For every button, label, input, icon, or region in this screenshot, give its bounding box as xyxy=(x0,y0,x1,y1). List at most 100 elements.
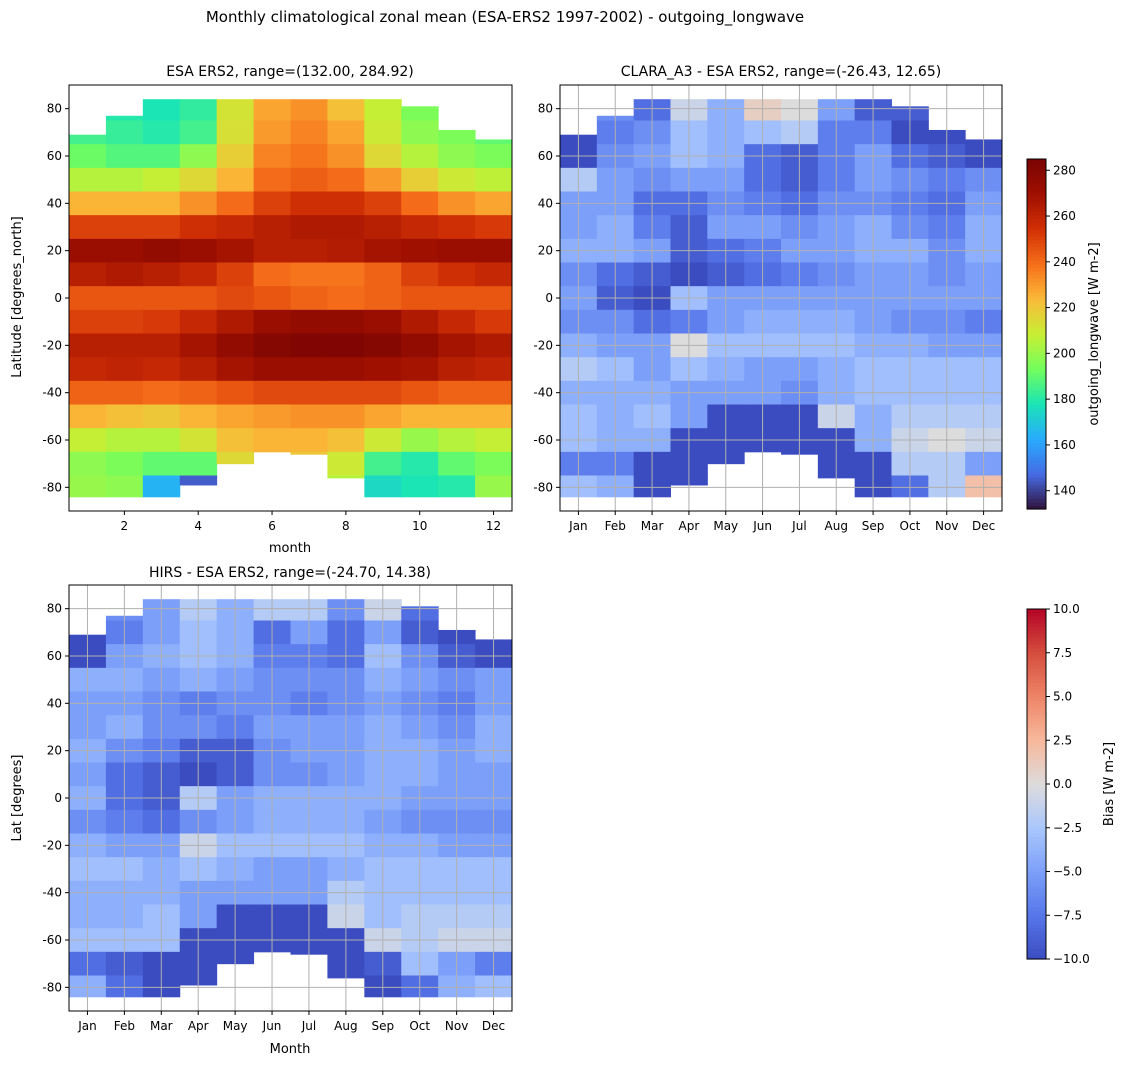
heatmap-cell xyxy=(364,451,402,476)
colorbar-segment xyxy=(1027,731,1046,736)
y-tick-label: 80 xyxy=(47,602,62,616)
heatmap-cell xyxy=(475,238,513,263)
colorbar-segment xyxy=(1027,372,1046,377)
heatmap-cell xyxy=(253,167,291,192)
colorbar-segment xyxy=(1027,502,1046,507)
x-tick-label: Sep xyxy=(862,519,885,533)
heatmap-cell xyxy=(364,167,402,192)
x-tick-label: Dec xyxy=(972,519,995,533)
colorbar-tick-label: −10.0 xyxy=(1053,952,1090,966)
colorbar-segment xyxy=(1027,309,1046,314)
heatmap-cell xyxy=(401,191,439,216)
heatmap-cell xyxy=(438,238,476,263)
colorbar-segment xyxy=(1027,278,1046,283)
heatmap-cell xyxy=(253,191,291,216)
heatmap-cell xyxy=(364,215,402,240)
heatmap-cell xyxy=(438,309,476,334)
colorbar-segment xyxy=(1027,850,1046,855)
x-tick-label: Nov xyxy=(445,1019,468,1033)
colorbar-tick-label: −2.5 xyxy=(1053,821,1082,835)
heatmap-cell xyxy=(142,475,181,498)
colorbar-segment xyxy=(1027,623,1046,628)
colorbar-segment xyxy=(1027,477,1046,482)
colorbar-segment xyxy=(1027,288,1046,293)
colorbar-segment xyxy=(1027,749,1046,754)
colorbar-segment xyxy=(1027,327,1046,332)
colorbar-segment xyxy=(1027,376,1046,381)
colorbar-segment xyxy=(1027,742,1046,747)
colorbar-segment xyxy=(1027,218,1046,223)
y-tick-label: 60 xyxy=(538,149,553,163)
heatmap-cell xyxy=(69,357,107,382)
colorbar-tick-label: 140 xyxy=(1053,484,1076,498)
colorbar-segment xyxy=(1027,211,1046,216)
colorbar-segment xyxy=(1027,679,1046,684)
colorbar-segment xyxy=(1027,348,1046,353)
heatmap-cell xyxy=(327,451,365,476)
heatmap-cell xyxy=(216,428,255,453)
colorbar-segment xyxy=(1027,882,1046,887)
colorbar-segment xyxy=(1027,801,1046,806)
colorbar-segment xyxy=(1027,892,1046,897)
colorbar-segment xyxy=(1027,896,1046,901)
heatmap-cell xyxy=(253,144,291,169)
heatmap-cell xyxy=(69,475,107,498)
x-tick-label: 6 xyxy=(268,519,276,533)
panel-1-title: ESA ERS2, range=(132.00, 284.92) xyxy=(166,64,414,80)
colorbar-segment xyxy=(1027,773,1046,778)
colorbar-tick-label: 180 xyxy=(1053,392,1076,406)
heatmap-cell xyxy=(327,238,365,263)
heatmap-cell xyxy=(105,404,144,429)
panel-2-title: CLARA_A3 - ESA ERS2, range=(-26.43, 12.6… xyxy=(621,64,941,80)
heatmap-cell xyxy=(290,428,328,453)
heatmap-cell xyxy=(290,238,328,263)
heatmap-cell xyxy=(69,134,107,145)
heatmap-cell xyxy=(475,262,513,287)
colorbar-segment xyxy=(1027,955,1046,960)
heatmap-cell xyxy=(253,380,291,405)
colorbar-segment xyxy=(1027,187,1046,192)
colorbar-segment xyxy=(1027,365,1046,370)
heatmap-cell xyxy=(364,380,402,405)
colorbar-segment xyxy=(1027,766,1046,771)
heatmap-cell xyxy=(364,238,402,263)
heatmap-cell xyxy=(475,139,513,145)
colorbar-segment xyxy=(1027,784,1046,789)
colorbar-segment xyxy=(1027,222,1046,227)
colorbar-segment xyxy=(1027,225,1046,230)
y-tick-label: -20 xyxy=(42,338,62,352)
colorbar-segment xyxy=(1027,934,1046,939)
colorbar-segment xyxy=(1027,201,1046,206)
heatmap-cell xyxy=(401,262,439,287)
heatmap-cell xyxy=(364,333,402,358)
panel-1: 2 4 6 8 10 12 80 60 40 20 0 -20 -40 -60 -80 xyxy=(42,84,513,533)
colorbar-segment xyxy=(1027,404,1046,409)
heatmap-cell xyxy=(69,191,107,216)
heatmap-cell xyxy=(142,428,181,453)
colorbar-segment xyxy=(1027,362,1046,367)
panel-1-ylabel: Latitude [degrees_north] xyxy=(10,216,25,377)
heatmap-cell xyxy=(327,120,365,145)
heatmap-cell xyxy=(105,238,144,263)
x-tick-label: Jul xyxy=(791,519,806,533)
heatmap-cell xyxy=(290,215,328,240)
heatmap-cell xyxy=(69,238,107,263)
panel-2: Jan Feb Mar Apr May Jun Jul Aug Sep Oct Nov Dec 80 60… xyxy=(533,84,1003,533)
colorbar-segment xyxy=(1027,791,1046,796)
colorbar-segment xyxy=(1027,470,1046,475)
colorbar-segment xyxy=(1027,609,1046,614)
heatmap-cell xyxy=(142,333,181,358)
colorbar-segment xyxy=(1027,285,1046,290)
heatmap-cell xyxy=(364,144,402,169)
colorbar-segment xyxy=(1027,878,1046,883)
x-tick-label: Sep xyxy=(371,1019,394,1033)
colorbar-segment xyxy=(1027,864,1046,869)
colorbar-segment xyxy=(1027,190,1046,195)
colorbar-segment xyxy=(1027,854,1046,859)
colorbar-segment xyxy=(1027,952,1046,957)
colorbar-segment xyxy=(1027,474,1046,479)
colorbar-segment xyxy=(1027,435,1046,440)
colorbar-segment xyxy=(1027,861,1046,866)
heatmap-cell xyxy=(105,115,144,121)
colorbar-segment xyxy=(1027,253,1046,258)
